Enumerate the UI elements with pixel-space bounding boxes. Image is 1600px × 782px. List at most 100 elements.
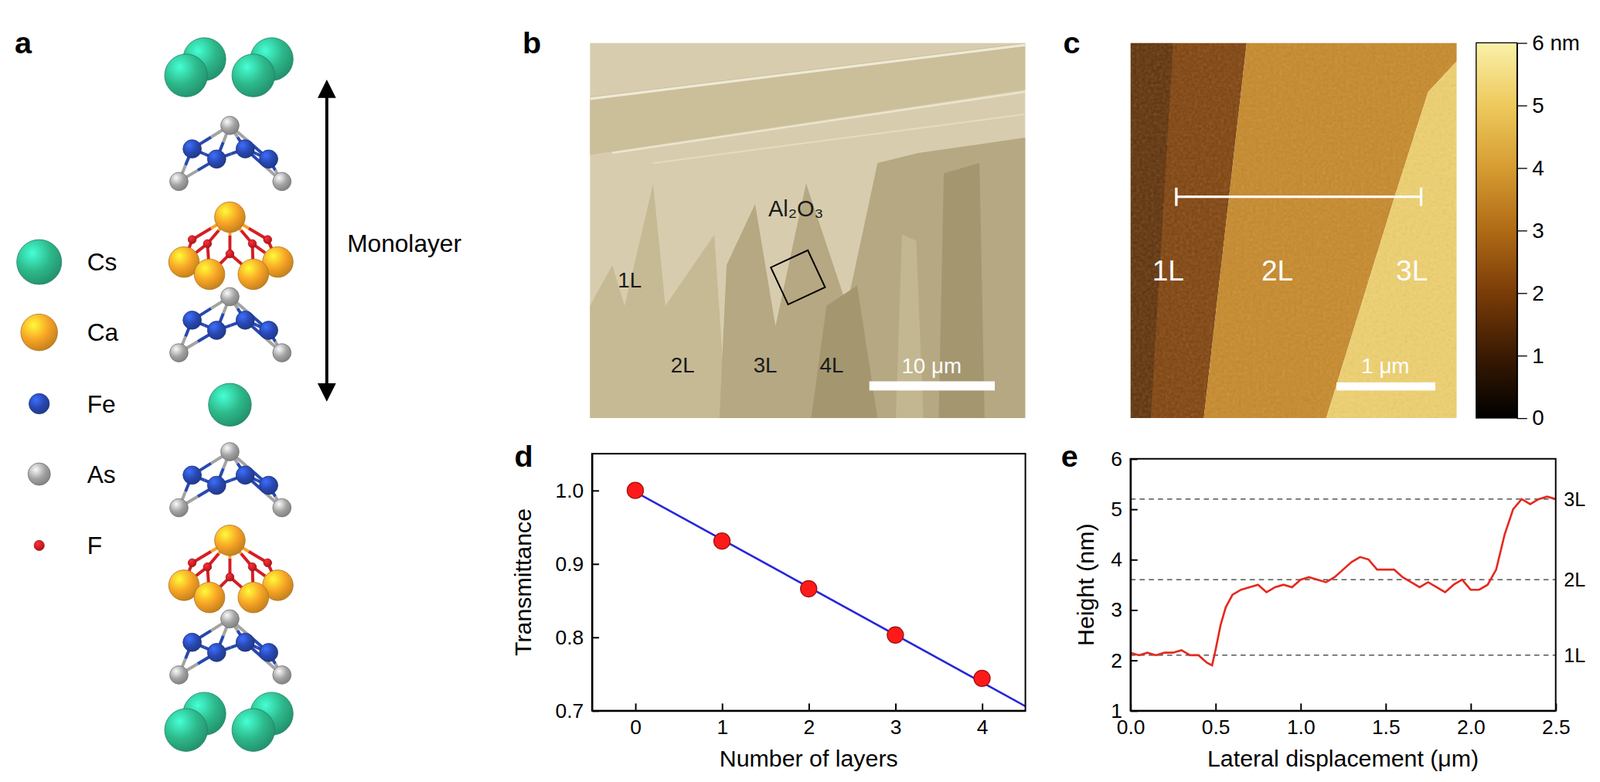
substrate-label: Al₂O₃ (768, 196, 824, 222)
tick: 3 (1110, 598, 1138, 622)
atom (183, 466, 202, 485)
tick: 1.5 (1371, 703, 1401, 739)
tick: 0 (629, 703, 642, 739)
tick-label: 1.0 (1286, 715, 1316, 739)
atom (214, 525, 246, 557)
tick: 1 (1517, 343, 1545, 368)
tick-label: 0.5 (1201, 715, 1231, 739)
atom (170, 498, 189, 518)
annotation-label: 1L (1563, 644, 1586, 667)
tick-label: 1.5 (1371, 715, 1401, 739)
annotation: Monolayer (347, 229, 462, 258)
tick-label: 4 (1531, 156, 1544, 181)
atom (225, 249, 235, 259)
atom (194, 582, 225, 613)
atom (259, 643, 279, 663)
data-point (800, 580, 818, 597)
atom (238, 258, 269, 290)
atom (238, 582, 269, 613)
atom (225, 573, 235, 583)
tick-mark (895, 703, 897, 711)
profile-line (1176, 195, 1422, 198)
atom (34, 540, 45, 551)
colorbar-axis: 0123456 nm (1517, 30, 1580, 431)
atom (259, 321, 279, 341)
tick-label: 5 (1531, 93, 1544, 118)
atom (183, 310, 202, 330)
colorbar: 0123456 nm (1476, 30, 1580, 431)
data-point (626, 482, 644, 499)
plot-frame (1130, 459, 1556, 712)
tick-mark (1385, 703, 1387, 711)
tick-mark (592, 636, 600, 639)
tick-label: 4 (977, 715, 989, 739)
atom (235, 466, 255, 485)
flake-region (589, 42, 1025, 155)
y-axis: 0.70.80.91.0 (555, 454, 600, 723)
tick-mark (1130, 660, 1138, 662)
tick: 1.0 (1286, 703, 1316, 739)
panel-letter: b (522, 25, 542, 60)
atom (207, 643, 226, 663)
legend-item: Ca (20, 313, 120, 351)
tick-label: 0 (1531, 405, 1544, 430)
atom (170, 666, 189, 685)
afm-labels: 1L2L3L1 μm (1152, 187, 1436, 392)
figure: aMonolayerCsCaFeAsFbAl₂O₃1L2L3L4L10 μmc1… (0, 0, 1600, 782)
tick-label: 5 (1110, 497, 1123, 521)
axis-line (592, 454, 594, 712)
crystal-structure (164, 37, 293, 753)
atom (221, 609, 240, 629)
tick: 1 (1110, 699, 1138, 723)
fe-as-layer (170, 442, 292, 518)
tick-label: 0 (629, 715, 642, 739)
tick-label: 2 (1531, 281, 1544, 306)
legend-label: As (87, 460, 116, 489)
scale-bar-label: 1 μm (1361, 354, 1410, 378)
tick-label: 3 (1531, 218, 1544, 243)
atom (187, 558, 197, 568)
image-background (589, 42, 1025, 419)
ca-f-layer (168, 525, 293, 613)
flake-region (719, 137, 1026, 419)
tick: 2 (803, 703, 816, 739)
arrow-head (317, 383, 337, 402)
cs-layer (208, 383, 252, 426)
legend-label: Fe (87, 390, 116, 419)
tick-mark (808, 703, 811, 711)
tick-mark (1470, 703, 1472, 711)
panel-letter: d (514, 439, 534, 474)
atom (164, 54, 208, 97)
layer-label: 1L (617, 268, 642, 293)
tick-mark (1555, 703, 1557, 711)
tick-label: 2 (803, 715, 816, 739)
legend-item: Cs (17, 239, 118, 285)
image-labels: Al₂O₃1L2L3L4L10 μm (617, 196, 995, 392)
tick: 5 (1110, 497, 1138, 521)
tick: 2.5 (1542, 703, 1571, 739)
atom (259, 476, 279, 495)
optical-image (589, 42, 1025, 419)
tick-label: 1 (716, 715, 729, 739)
chart: 0.00.51.01.52.02.5123456Lateral displace… (1072, 447, 1586, 772)
atom (17, 239, 62, 285)
scale-bar (869, 381, 995, 391)
tick-label: 2.5 (1542, 715, 1571, 739)
atom (248, 562, 257, 572)
tick: 3 (1517, 218, 1545, 243)
atom (194, 258, 225, 290)
atom (187, 235, 197, 245)
tick-label: 1 (1110, 699, 1123, 723)
flake-region (938, 163, 984, 419)
atom (207, 476, 226, 495)
tick-mark (1130, 559, 1138, 562)
x-axis-title: Number of layers (719, 745, 899, 772)
cs-layer (164, 37, 293, 98)
atom (272, 498, 292, 518)
atom (221, 287, 240, 307)
atom (221, 115, 240, 135)
atom (272, 666, 292, 685)
atom (207, 149, 226, 169)
data-point (887, 626, 904, 644)
tick: 5 (1517, 93, 1545, 118)
